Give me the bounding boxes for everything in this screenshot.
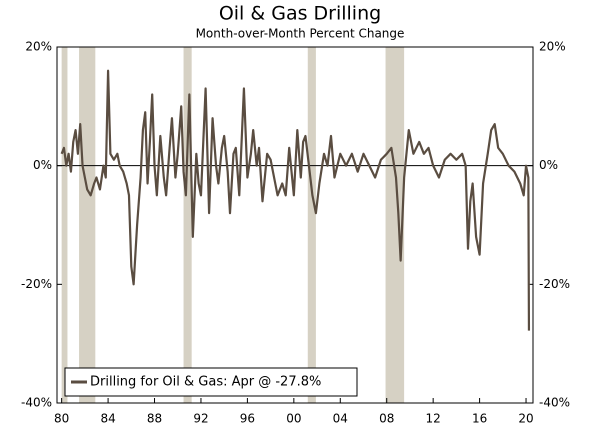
recession-band — [385, 47, 405, 403]
recession-band — [61, 47, 68, 403]
y-tick-label-right: -40% — [539, 396, 570, 410]
y-tick-label-right: 20% — [539, 40, 566, 54]
y-tick-label: 20% — [25, 40, 52, 54]
x-tick-label: 84 — [100, 412, 115, 426]
y-tick-label-right: 0% — [539, 158, 558, 172]
chart-title: Oil & Gas Drilling — [219, 3, 381, 25]
x-tick-label: 08 — [379, 412, 394, 426]
x-tick-label: 20 — [518, 412, 533, 426]
x-tick-label: 92 — [193, 412, 208, 426]
x-tick-label: 80 — [54, 412, 69, 426]
x-tick-label: 12 — [426, 412, 441, 426]
y-tick-label: -40% — [21, 396, 52, 410]
legend-label: Drilling for Oil & Gas: Apr @ -27.8% — [90, 375, 321, 390]
recession-band — [79, 47, 96, 403]
legend-box — [64, 367, 358, 397]
recession-band — [307, 47, 316, 403]
x-tick-label: 16 — [472, 412, 487, 426]
recession-band — [183, 47, 192, 403]
x-tick-label: 00 — [286, 412, 301, 426]
plot-frame — [56, 46, 534, 404]
chart-subtitle: Month-over-Month Percent Change — [196, 27, 405, 41]
x-tick-label: 96 — [240, 412, 255, 426]
data-line — [60, 69, 531, 331]
x-tick-label: 04 — [333, 412, 348, 426]
y-tick-label-right: -20% — [539, 277, 570, 291]
x-tick-label: 88 — [147, 412, 162, 426]
y-tick-label: 0% — [33, 158, 52, 172]
y-tick-label: -20% — [21, 277, 52, 291]
